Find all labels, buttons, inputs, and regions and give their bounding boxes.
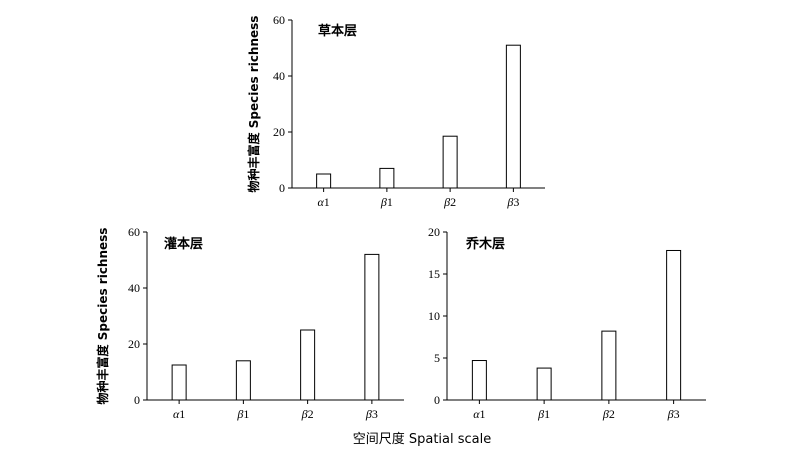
x-tick-label: α1 <box>317 195 329 209</box>
bar <box>316 173 332 189</box>
y-tick-label: 10 <box>428 309 440 323</box>
bar <box>235 360 251 401</box>
x-tick-label: β3 <box>667 407 680 421</box>
bar <box>536 367 552 401</box>
x-tick-label: β3 <box>365 407 378 421</box>
panel-title: 灌本层 <box>164 236 203 252</box>
y-tick-label: 40 <box>273 69 285 83</box>
y-tick-label: 15 <box>428 267 440 281</box>
x-tick-label: β2 <box>443 195 456 209</box>
y-tick-label: 0 <box>434 393 440 407</box>
x-tick-label: β3 <box>506 195 519 209</box>
bar <box>171 364 187 401</box>
bar <box>505 44 521 189</box>
y-tick-label: 0 <box>279 181 285 195</box>
y-tick-label: 5 <box>434 351 440 365</box>
x-tick-label: β1 <box>537 407 550 421</box>
bar <box>666 249 682 401</box>
x-tick-label: α1 <box>173 407 185 421</box>
shared-x-axis-label: 空间尺度 Spatial scale <box>353 431 492 447</box>
x-tick-label: β2 <box>602 407 615 421</box>
chart-panel-2: 0 20 40 60 α1 β1 β2 β3 灌本层 物种丰富度 Species richness <box>95 225 404 421</box>
y-tick-label: 20 <box>273 125 285 139</box>
bar <box>442 135 458 189</box>
y-tick-label: 40 <box>128 281 140 295</box>
y-tick-label: 20 <box>128 337 140 351</box>
x-tick-label: β2 <box>301 407 314 421</box>
y-tick-label: 60 <box>273 13 285 27</box>
y-axis-label: 物种丰富度 Species richness <box>95 228 110 405</box>
y-tick-label: 20 <box>428 225 440 239</box>
y-tick-label: 60 <box>128 225 140 239</box>
y-axis-label: 物种丰富度 Species richness <box>246 16 261 193</box>
chart-panel-1: 0 20 40 60 α1 β1 β2 β3 草本层 物种丰富度 Species richness <box>246 13 545 209</box>
y-tick-label: 0 <box>134 393 140 407</box>
x-tick-label: α1 <box>473 407 485 421</box>
bar <box>300 329 316 401</box>
bar <box>379 167 395 189</box>
bar <box>364 253 380 401</box>
bar <box>471 360 487 401</box>
bar <box>601 330 617 401</box>
chart-panel-3: 0 5 10 15 20 α1 β1 β2 β3 乔木层 <box>428 225 706 421</box>
x-tick-label: β1 <box>380 195 393 209</box>
x-tick-label: β1 <box>236 407 249 421</box>
panel-title: 乔木层 <box>465 236 505 252</box>
panel-title: 草本层 <box>318 23 357 39</box>
